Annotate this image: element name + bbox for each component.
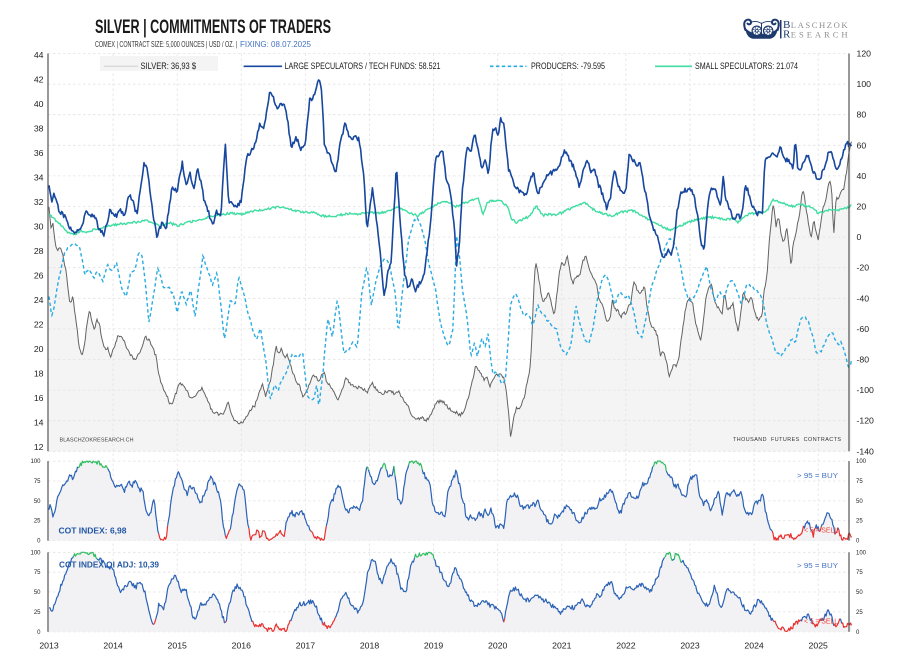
svg-text:2016: 2016 (232, 641, 251, 651)
svg-text:80: 80 (857, 110, 867, 120)
svg-text:40: 40 (34, 99, 44, 109)
svg-text:2013: 2013 (39, 641, 58, 651)
svg-text:120: 120 (857, 49, 872, 59)
svg-text:2021: 2021 (552, 641, 571, 651)
svg-text:25: 25 (856, 519, 863, 525)
svg-text:22: 22 (34, 320, 44, 330)
svg-text:-120: -120 (857, 416, 875, 426)
svg-text:100: 100 (856, 550, 867, 556)
svg-text:18: 18 (34, 369, 44, 379)
svg-text:75: 75 (856, 570, 863, 576)
svg-text:2024: 2024 (744, 641, 763, 651)
svg-text:THOUSAND FUTURES CONTRACTS: THOUSAND FUTURES CONTRACTS (733, 437, 841, 443)
svg-text:2025: 2025 (809, 641, 828, 651)
svg-text:BLASCHZOKRESEARCH.CH: BLASCHZOKRESEARCH.CH (60, 438, 134, 444)
svg-text:75: 75 (34, 570, 41, 576)
svg-text:ESEARCH: ESEARCH (791, 29, 848, 39)
svg-text:20: 20 (857, 202, 867, 212)
svg-text:-140: -140 (857, 446, 875, 456)
svg-text:2020: 2020 (488, 641, 507, 651)
svg-text:LASCHZOK: LASCHZOK (791, 20, 849, 30)
svg-text:COT INDEX: 6,98: COT INDEX: 6,98 (59, 527, 127, 536)
svg-text:40: 40 (857, 171, 867, 181)
svg-text:75: 75 (856, 479, 863, 485)
svg-text:34: 34 (34, 173, 44, 183)
svg-text:R: R (783, 28, 791, 40)
svg-text:0: 0 (37, 630, 41, 636)
svg-text:2023: 2023 (680, 641, 699, 651)
svg-text:COMEX | CONTRACT SIZE: 5,000 O: COMEX | CONTRACT SIZE: 5,000 OUNCES | US… (95, 40, 237, 49)
svg-text:60: 60 (857, 140, 867, 150)
svg-text:100: 100 (856, 459, 867, 465)
svg-text:32: 32 (34, 197, 44, 207)
svg-text:SILVER | COMMITMENTS OF TRADER: SILVER | COMMITMENTS OF TRADERS (95, 17, 331, 38)
svg-text:FIXING: 08.07.2025: FIXING: 08.07.2025 (240, 40, 312, 49)
svg-text:44: 44 (34, 50, 44, 60)
svg-text:36: 36 (34, 148, 44, 158)
svg-text:26: 26 (34, 271, 44, 281)
svg-text:2014: 2014 (103, 641, 122, 651)
svg-text:0: 0 (856, 630, 860, 636)
svg-text:-80: -80 (857, 355, 870, 365)
svg-text:B: B (783, 19, 790, 31)
svg-text:< 5 = SELL: < 5 = SELL (804, 526, 838, 535)
svg-text:PRODUCERS: -79.595: PRODUCERS: -79.595 (531, 61, 605, 72)
svg-text:2015: 2015 (168, 641, 187, 651)
svg-text:100: 100 (857, 79, 872, 89)
svg-text:12: 12 (34, 442, 44, 452)
svg-text:50: 50 (34, 499, 41, 505)
svg-text:38: 38 (34, 124, 44, 134)
svg-text:2022: 2022 (616, 641, 635, 651)
svg-text:2017: 2017 (296, 641, 315, 651)
svg-text:25: 25 (34, 610, 41, 616)
svg-text:2019: 2019 (424, 641, 443, 651)
svg-text:16: 16 (34, 393, 44, 403)
svg-text:42: 42 (34, 75, 44, 85)
svg-text:20: 20 (34, 344, 44, 354)
svg-text:25: 25 (34, 519, 41, 525)
svg-text:0: 0 (37, 539, 41, 545)
svg-text:0: 0 (856, 539, 860, 545)
svg-text:SILVER: 36,93 $: SILVER: 36,93 $ (141, 61, 197, 72)
svg-text:24: 24 (34, 295, 44, 305)
svg-text:< 5 = SELL: < 5 = SELL (804, 617, 838, 626)
svg-text:50: 50 (856, 590, 863, 596)
svg-text:-40: -40 (857, 293, 870, 303)
svg-text:100: 100 (30, 550, 41, 556)
svg-text:-60: -60 (857, 324, 870, 334)
svg-text:LARGE SPECULATORS / TECH FUNDS: LARGE SPECULATORS / TECH FUNDS: 58.521 (285, 61, 441, 72)
svg-text:> 95 = BUY: > 95 = BUY (797, 471, 838, 480)
svg-text:-100: -100 (857, 385, 875, 395)
svg-text:14: 14 (34, 418, 44, 428)
svg-text:50: 50 (34, 590, 41, 596)
svg-text:50: 50 (856, 499, 863, 505)
svg-text:0: 0 (857, 232, 862, 242)
svg-text:100: 100 (30, 459, 41, 465)
svg-text:30: 30 (34, 222, 44, 232)
svg-text:25: 25 (856, 610, 863, 616)
svg-text:75: 75 (34, 479, 41, 485)
svg-text:COT INDEX OI ADJ: 10,39: COT INDEX OI ADJ: 10,39 (59, 561, 159, 570)
svg-text:> 95 = BUY: > 95 = BUY (797, 561, 838, 570)
svg-text:2018: 2018 (360, 641, 379, 651)
svg-text:28: 28 (34, 246, 44, 256)
svg-text:-20: -20 (857, 263, 870, 273)
svg-text:SMALL SPECULATORS: 21.074: SMALL SPECULATORS: 21.074 (695, 61, 798, 72)
